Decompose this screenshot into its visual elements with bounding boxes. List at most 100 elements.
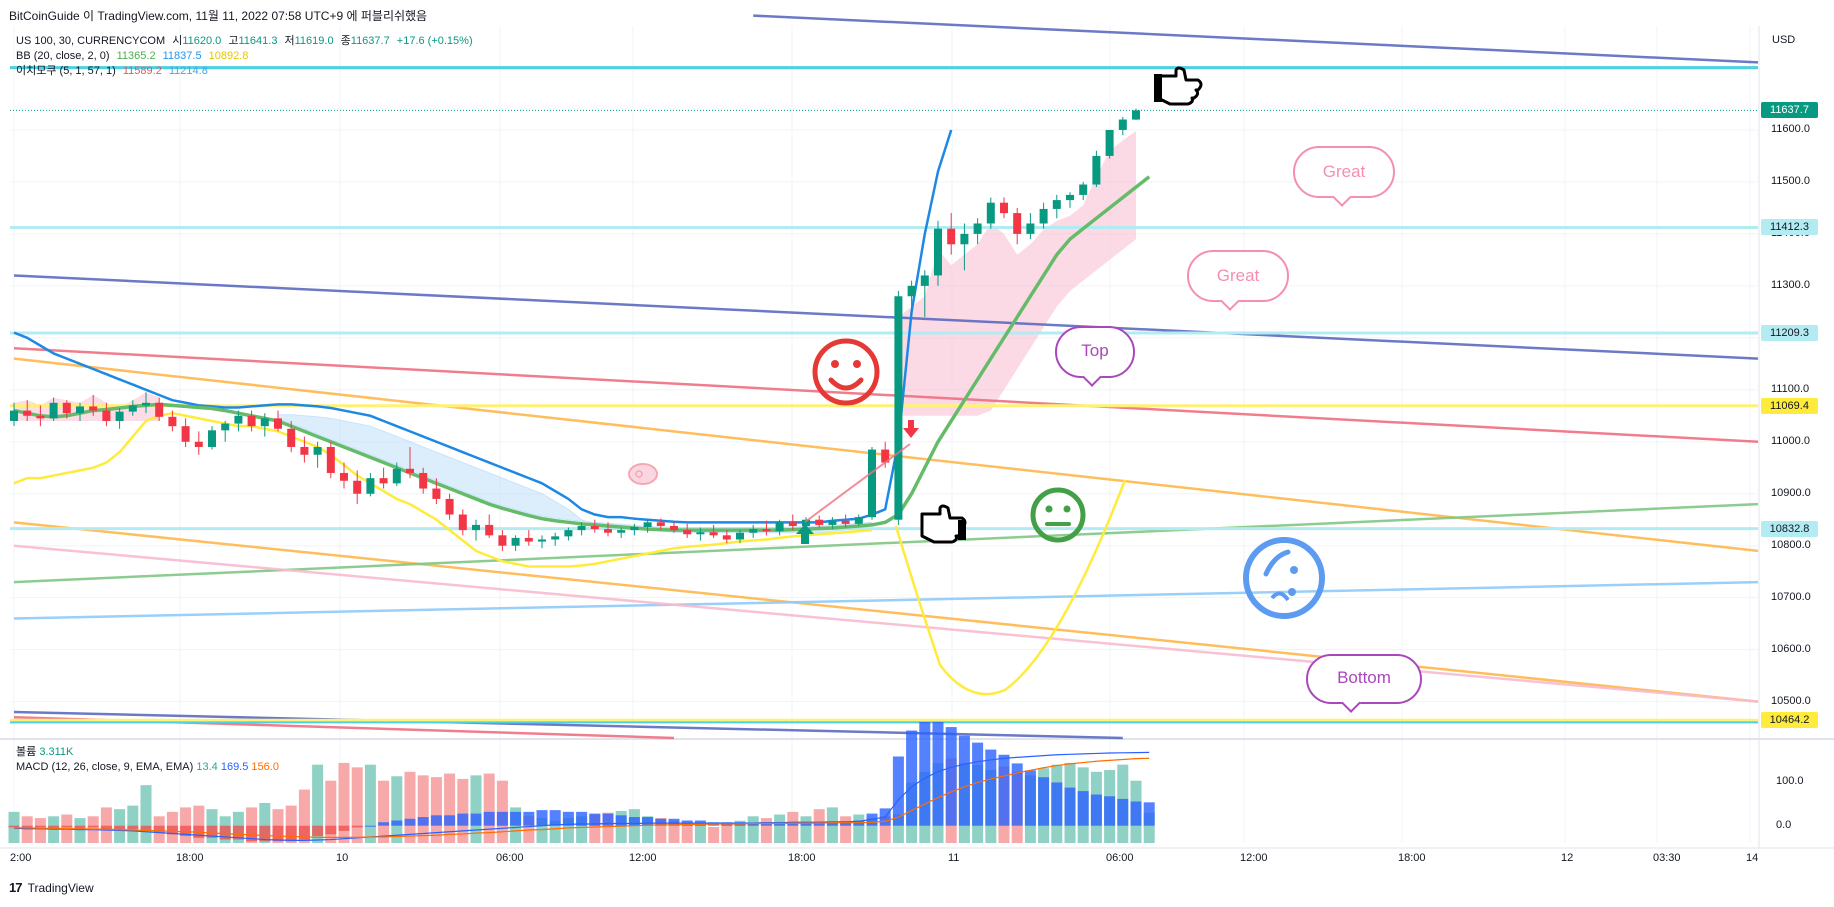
candle-body [722, 535, 731, 540]
volume-bar [325, 780, 337, 843]
volume-bar [74, 818, 86, 843]
volume-bar [430, 777, 442, 843]
volume-bar [444, 773, 456, 843]
candle-body [643, 522, 652, 527]
macd-hist-bar [985, 749, 997, 826]
time-tick-label: 06:00 [1106, 852, 1134, 864]
price-tick-label: 11600.0 [1771, 122, 1810, 135]
volume-bar [259, 802, 271, 843]
candle-body [590, 525, 599, 530]
volume-macd-pane [8, 721, 1155, 843]
candle-body [696, 532, 705, 535]
candle-body [815, 519, 824, 525]
volume-bar [589, 814, 601, 843]
candle-body [168, 416, 177, 427]
horizontal-levels [10, 66, 1758, 724]
candle-body [313, 446, 322, 455]
footer-brand[interactable]: 17 TradingView [9, 880, 94, 895]
volume-bar [562, 818, 574, 843]
candle-body [1000, 202, 1008, 214]
candle-body [683, 530, 692, 535]
candle-body [23, 410, 32, 416]
volume-bar [338, 762, 350, 843]
macd-tick-label: 100.0 [1776, 775, 1804, 788]
candle-body [868, 449, 876, 518]
candle-body [551, 536, 560, 540]
candle-body [577, 525, 586, 531]
macd-hist-bar [1077, 791, 1089, 826]
candle-body [62, 402, 71, 414]
candle-body [366, 478, 375, 494]
macd-hist-bar [1104, 796, 1116, 826]
candle-body [841, 520, 850, 524]
volume-bar [813, 809, 825, 843]
time-tick-label: 10 [336, 852, 349, 864]
top-label: Top [1081, 341, 1109, 360]
close-label: 종 [340, 35, 351, 47]
symbol-legend-row[interactable]: US 100, 30, CURRENCYCOM 시11620.0 고11641.… [16, 34, 477, 49]
volume-bar [312, 764, 324, 843]
trend-line [13, 274, 1759, 360]
candle-body [419, 472, 428, 489]
candle-body [828, 520, 837, 525]
macd-hist-bar [1011, 763, 1023, 826]
up-arrow-icon [796, 524, 814, 544]
candle-body [1026, 223, 1035, 234]
macd-hist-bar [1064, 787, 1076, 826]
candle-body [128, 405, 137, 412]
macd-line [13, 751, 1150, 842]
candle-body [894, 296, 903, 520]
candle-body [960, 233, 969, 245]
candle-body [854, 517, 863, 524]
bb-legend-row[interactable]: BB (20, close, 2, 0) 11365.2 11837.5 108… [16, 49, 477, 64]
price-tag: 11069.4 [1761, 397, 1818, 414]
macd-hist-bar [1117, 798, 1129, 826]
volume-bar [298, 789, 310, 843]
volume-bar [246, 807, 258, 843]
macd-hist-bar [932, 721, 944, 826]
volume-bar [457, 778, 469, 843]
macd-hist-bar [1090, 794, 1102, 826]
price-tick-label: 11500.0 [1771, 174, 1810, 187]
macd-hist-bar [1038, 777, 1050, 826]
volume-bar [140, 785, 152, 843]
macd-hist-bar [404, 818, 416, 826]
candle-body [511, 537, 520, 546]
volume-bar [747, 816, 759, 843]
price-tick-label: 10500.0 [1771, 694, 1811, 707]
ichimoku-legend-row[interactable]: 이치모쿠 (5, 1, 57, 1) 11589.2 11214.8 [16, 64, 477, 79]
candle-body [881, 449, 890, 463]
macd-hist-bar [589, 813, 601, 826]
volume-legend-row[interactable]: 볼륨 3.311K [16, 745, 279, 760]
macd-hist-bar [945, 727, 957, 826]
macd-hist-bar [48, 825, 60, 830]
candle-body [630, 526, 639, 531]
macd-hist-bar [166, 825, 178, 835]
volume-bar [536, 818, 548, 843]
volume-bar [483, 773, 495, 843]
volume-bar [127, 805, 139, 843]
happy-face-icon [812, 338, 880, 406]
trend-line [13, 580, 1759, 620]
candle-body [247, 415, 256, 427]
volume-bar [100, 807, 112, 843]
macd-hist-bar [259, 825, 271, 842]
macd-hist-bar [972, 742, 984, 826]
candle-body [208, 430, 216, 447]
volume-bar [721, 823, 733, 843]
volume-bar [681, 823, 693, 843]
candle-body [287, 428, 296, 447]
volume-bar [892, 814, 904, 843]
bb-label: BB (20, close, 2, 0) [16, 50, 110, 62]
candle-body [670, 525, 678, 531]
macd-hist-bar [800, 822, 812, 826]
candle-body [458, 514, 467, 531]
candle-body [485, 524, 494, 536]
time-tick-label: 14 [1746, 852, 1759, 864]
candle-body [340, 472, 348, 481]
volume-bar [549, 820, 561, 843]
macd-legend-row[interactable]: MACD (12, 26, close, 9, EMA, EMA) 13.4 1… [16, 760, 279, 775]
macd-hist-bar [61, 825, 73, 828]
macd-signal-value: 156.0 [251, 761, 279, 773]
